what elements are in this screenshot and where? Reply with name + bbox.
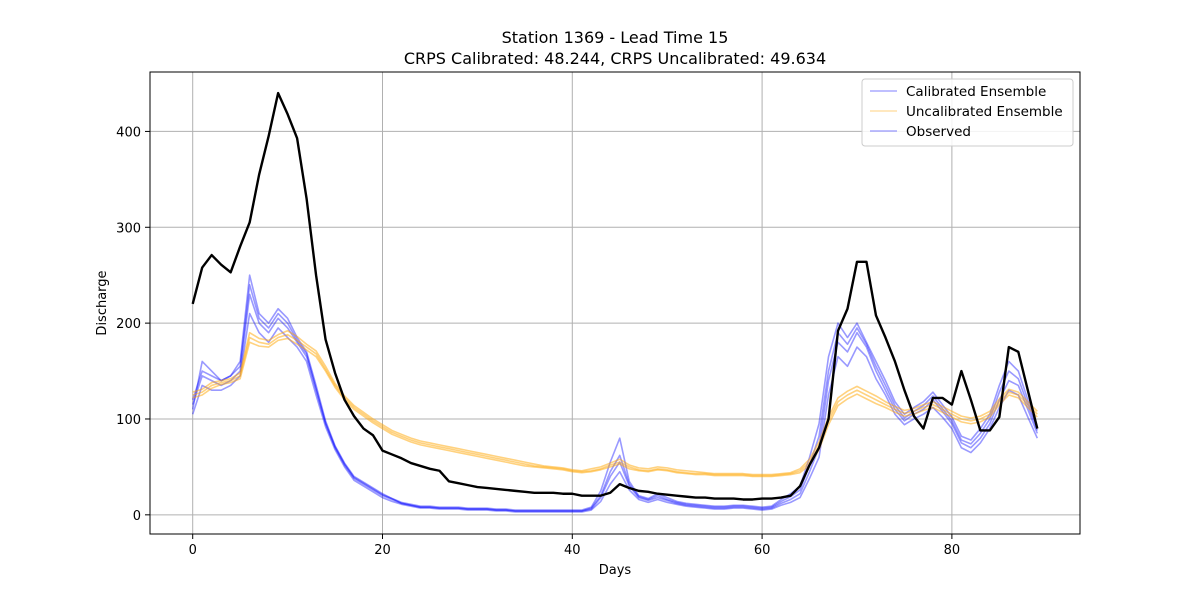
x-axis-label: Days [599, 563, 632, 578]
y-tick-label: 200 [116, 317, 141, 332]
x-tick-label: 20 [374, 543, 391, 558]
y-axis-label: Discharge [95, 270, 110, 335]
legend-label-uncalibrated: Uncalibrated Ensemble [906, 104, 1063, 120]
series-group [191, 91, 1039, 513]
y-tick-label: 0 [133, 509, 141, 524]
plot-frame [149, 71, 1081, 535]
calibrated-member-line-1 [191, 293, 1039, 512]
chart-subtitle: CRPS Calibrated: 48.244, CRPS Uncalibrat… [404, 49, 826, 68]
x-tick-label: 40 [564, 543, 581, 558]
uncalibrated-member-line-3 [192, 330, 1038, 476]
observed-line [191, 91, 1039, 501]
y-tick-label: 100 [116, 413, 141, 428]
uncalibrated-member-line-2 [192, 337, 1038, 478]
x-tick-label: 0 [189, 543, 197, 558]
uncalibrated-member-line-1 [192, 333, 1038, 477]
y-tick-label: 300 [116, 221, 141, 236]
x-tick-label: 60 [754, 543, 771, 558]
chart-title: Station 1369 - Lead Time 15 [502, 28, 729, 47]
y-tick-label: 400 [116, 125, 141, 140]
calibrated-member-line-2 [191, 274, 1039, 511]
x-tick-label: 80 [944, 543, 961, 558]
legend-label-calibrated: Calibrated Ensemble [906, 84, 1046, 100]
x-axis-ticks: 0 20 40 60 80 [189, 534, 961, 558]
calibrated-member-line-3 [191, 312, 1039, 513]
legend-box [861, 78, 1074, 147]
legend: Calibrated Ensemble Uncalibrated Ensembl… [861, 78, 1074, 147]
legend-label-observed: Observed [906, 124, 971, 140]
y-axis-ticks: 0 100 200 300 400 [116, 125, 150, 524]
